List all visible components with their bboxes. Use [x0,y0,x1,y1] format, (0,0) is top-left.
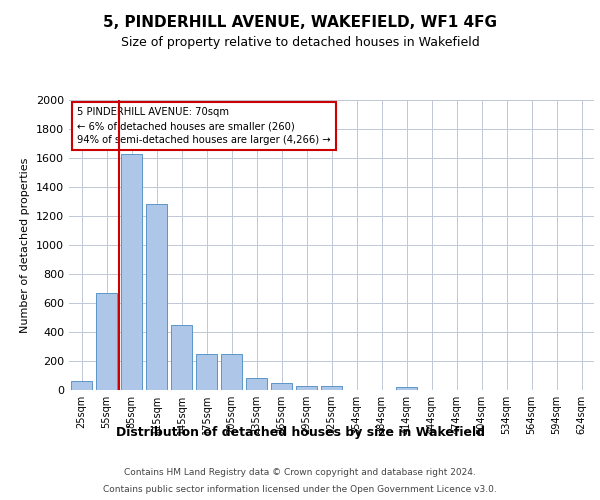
Bar [121,154,142,390]
Bar [196,354,217,390]
Text: Distribution of detached houses by size in Wakefield: Distribution of detached houses by size … [115,426,485,439]
Bar [146,204,167,390]
Text: 5, PINDERHILL AVENUE, WAKEFIELD, WF1 4FG: 5, PINDERHILL AVENUE, WAKEFIELD, WF1 4FG [103,15,497,30]
Bar [246,378,267,390]
Y-axis label: Number of detached properties: Number of detached properties [20,158,31,332]
Text: Size of property relative to detached houses in Wakefield: Size of property relative to detached ho… [121,36,479,49]
Bar [171,325,192,390]
Bar [96,293,117,390]
Bar [271,383,292,390]
Text: Contains public sector information licensed under the Open Government Licence v3: Contains public sector information licen… [103,484,497,494]
Bar [396,387,417,390]
Bar [71,380,92,390]
Bar [296,386,317,390]
Text: 5 PINDERHILL AVENUE: 70sqm
← 6% of detached houses are smaller (260)
94% of semi: 5 PINDERHILL AVENUE: 70sqm ← 6% of detac… [77,108,331,146]
Text: Contains HM Land Registry data © Crown copyright and database right 2024.: Contains HM Land Registry data © Crown c… [124,468,476,477]
Bar [221,354,242,390]
Bar [321,386,342,390]
